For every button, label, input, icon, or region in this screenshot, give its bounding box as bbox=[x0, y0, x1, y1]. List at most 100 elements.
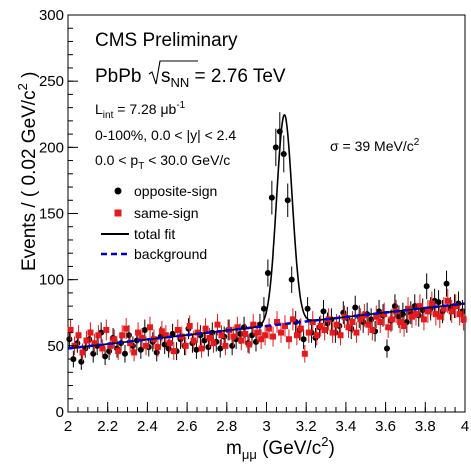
data-point-same-sign bbox=[210, 340, 217, 347]
data-point-same-sign bbox=[222, 342, 229, 349]
data-point-same-sign bbox=[385, 324, 392, 331]
legend-item-same-sign: same-sign bbox=[114, 205, 199, 221]
data-point-opposite-sign bbox=[141, 326, 148, 333]
system-energy-label: PbPb bbox=[95, 66, 141, 87]
data-point-same-sign bbox=[313, 332, 320, 339]
data-point-same-sign bbox=[401, 322, 408, 329]
data-point-same-sign bbox=[91, 340, 98, 347]
data-point-same-sign bbox=[456, 311, 463, 318]
data-point-same-sign bbox=[357, 316, 364, 323]
legend-item-background: background bbox=[101, 246, 207, 262]
data-point-opposite-sign bbox=[435, 299, 442, 306]
data-point-same-sign bbox=[381, 311, 388, 318]
data-point-same-sign bbox=[337, 332, 344, 339]
x-axis-title-exp: 2 bbox=[321, 434, 328, 449]
x-tick-label: 2.2 bbox=[97, 418, 118, 435]
data-point-same-sign bbox=[135, 329, 142, 336]
legend-item-total-fit: total fit bbox=[101, 226, 175, 242]
data-point-opposite-sign bbox=[320, 308, 327, 315]
legend-label-same-sign: same-sign bbox=[134, 205, 199, 221]
data-point-same-sign bbox=[389, 316, 396, 323]
data-point-same-sign bbox=[349, 319, 356, 326]
sqrt-s-label: sNN = 2.76 TeV bbox=[161, 66, 286, 90]
y-axis-title: Events / ( 0.02 GeV/c2 ) bbox=[15, 72, 40, 271]
data-point-same-sign bbox=[416, 303, 423, 310]
sigma-value: σ = 39 MeV/c bbox=[330, 138, 414, 154]
data-point-opposite-sign bbox=[423, 283, 430, 290]
data-point-same-sign bbox=[333, 321, 340, 328]
data-point-same-sign bbox=[289, 316, 296, 323]
x-tick-label: 3 bbox=[262, 418, 270, 435]
y-axis-title-main: Events / ( 0.02 GeV/c bbox=[19, 90, 40, 271]
x-tick-label: 2 bbox=[64, 418, 72, 435]
data-point-opposite-sign bbox=[78, 358, 85, 365]
fit-lines bbox=[67, 113, 465, 350]
data-point-same-sign bbox=[329, 329, 336, 336]
data-point-same-sign bbox=[67, 326, 74, 333]
data-point-same-sign bbox=[234, 324, 241, 331]
data-point-opposite-sign bbox=[284, 197, 291, 204]
data-point-opposite-sign bbox=[193, 346, 200, 353]
data-point-same-sign bbox=[75, 332, 82, 339]
data-point-same-sign bbox=[218, 332, 225, 339]
y-tick-label: 150 bbox=[39, 206, 64, 223]
data-point-same-sign bbox=[198, 345, 205, 352]
experiment-label: CMS Preliminary bbox=[95, 30, 238, 51]
data-point-same-sign bbox=[127, 340, 134, 347]
data-point-opposite-sign bbox=[102, 353, 109, 360]
y-tick-label: 50 bbox=[47, 338, 64, 355]
y-tick-label: 100 bbox=[39, 272, 64, 289]
data-point-same-sign bbox=[83, 337, 90, 344]
data-point-same-sign bbox=[285, 336, 292, 343]
data-point-same-sign bbox=[162, 332, 169, 339]
data-point-same-sign bbox=[214, 321, 221, 328]
data-point-opposite-sign bbox=[90, 350, 97, 357]
data-point-same-sign bbox=[317, 322, 324, 329]
x-axis-title-sub: μμ bbox=[242, 447, 257, 462]
legend-label-total-fit: total fit bbox=[134, 226, 175, 242]
x-tick-label: 2.6 bbox=[177, 418, 198, 435]
data-point-same-sign bbox=[377, 319, 384, 326]
pt-subscript: T bbox=[138, 161, 144, 172]
data-point-opposite-sign bbox=[288, 276, 295, 283]
data-point-opposite-sign bbox=[352, 304, 359, 311]
data-point-same-sign bbox=[246, 341, 253, 348]
luminosity-label: Lint = 7.28 μb-1 bbox=[95, 100, 186, 121]
lumi-value: = 7.28 μb bbox=[113, 101, 176, 117]
data-point-opposite-sign bbox=[249, 332, 256, 339]
data-point-same-sign bbox=[154, 344, 161, 351]
data-point-same-sign bbox=[115, 348, 122, 355]
legend-marker-square bbox=[114, 209, 122, 217]
data-point-same-sign bbox=[174, 326, 181, 333]
x-axis-title: mμμ (GeV/c2) bbox=[226, 434, 335, 462]
data-point-same-sign bbox=[460, 316, 467, 323]
lumi-exponent: -1 bbox=[176, 100, 185, 111]
data-point-opposite-sign bbox=[399, 311, 406, 318]
data-point-same-sign bbox=[186, 322, 193, 329]
data-point-same-sign bbox=[397, 319, 404, 326]
data-point-same-sign bbox=[254, 329, 261, 336]
y-tick-label: 200 bbox=[39, 139, 64, 156]
x-tick-label: 2.4 bbox=[137, 418, 158, 435]
x-tick-label: 4 bbox=[461, 418, 469, 435]
data-point-same-sign bbox=[242, 330, 249, 337]
data-point-same-sign bbox=[424, 308, 431, 315]
data-point-same-sign bbox=[190, 337, 197, 344]
x-axis-title-main: m bbox=[226, 438, 242, 459]
data-point-same-sign bbox=[448, 308, 455, 315]
centrality-rapidity-label: 0-100%, 0.0 < |y| < 2.4 bbox=[95, 127, 236, 143]
data-point-same-sign bbox=[230, 333, 237, 340]
sqrt-symbol bbox=[148, 60, 198, 85]
data-point-same-sign bbox=[270, 333, 277, 340]
data-point-opposite-sign bbox=[300, 336, 307, 343]
data-point-same-sign bbox=[79, 349, 86, 356]
data-point-same-sign bbox=[146, 324, 153, 331]
data-point-same-sign bbox=[281, 322, 288, 329]
legend-item-opposite-sign: opposite-sign bbox=[114, 183, 217, 199]
x-tick-label: 3.6 bbox=[375, 418, 396, 435]
data-point-same-sign bbox=[345, 324, 352, 331]
data-point-same-sign bbox=[107, 342, 114, 349]
x-tick-label: 3.8 bbox=[415, 418, 436, 435]
data-point-same-sign bbox=[444, 297, 451, 304]
